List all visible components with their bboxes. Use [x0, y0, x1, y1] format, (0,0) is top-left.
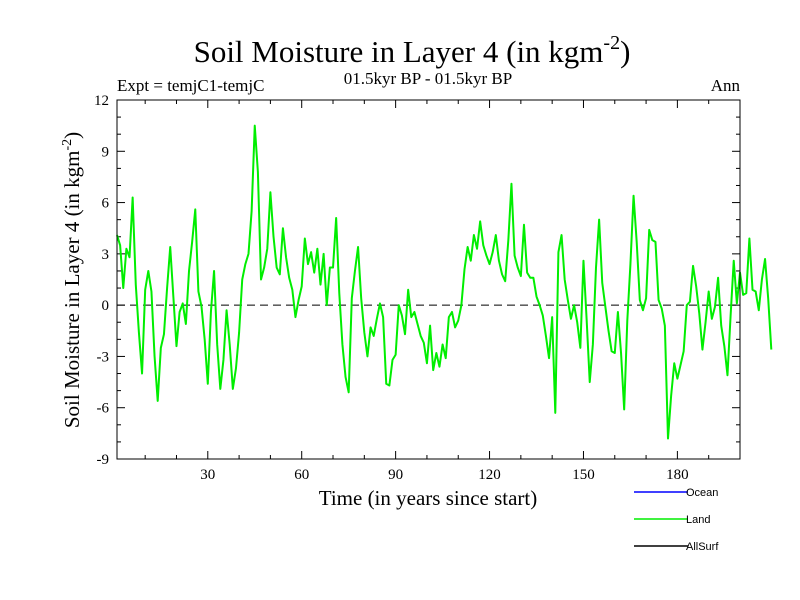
- y-axis-label: Soil Moisture in Layer 4 (in kgm-2): [60, 132, 84, 428]
- legend-label-allsurf: AllSurf: [686, 541, 719, 553]
- y-axis-ticks: -9 -6 -3 0 3 6 9 12: [94, 93, 740, 468]
- x-axis-label: Time (in years since start): [319, 486, 538, 510]
- y-tick-label: -6: [97, 401, 110, 417]
- y-tick-label: -3: [97, 349, 110, 365]
- y-tick-label: -9: [97, 452, 110, 468]
- y-tick-label: 9: [102, 144, 110, 160]
- x-axis-ticks: 30 60 90 120 150 180: [144, 100, 710, 483]
- x-tick-label: 150: [572, 467, 595, 483]
- x-tick-label: 60: [294, 467, 309, 483]
- period-label: 01.5kyr BP - 01.5kyr BP: [344, 69, 512, 88]
- y-tick-label: 6: [102, 196, 110, 212]
- plot-area: 30 60 90 120 150 180 -9 -6 -3 0 3 6 9 12: [94, 93, 773, 483]
- x-tick-label: 90: [388, 467, 403, 483]
- chart-title: Soil Moisture in Layer 4 (in kgm-2): [194, 32, 631, 69]
- series-line-land: [116, 124, 773, 440]
- x-tick-label: 30: [200, 467, 215, 483]
- x-tick-label: 180: [666, 467, 689, 483]
- legend-label-ocean: Ocean: [686, 487, 718, 499]
- experiment-label: Expt = temjC1-temjC: [117, 76, 264, 95]
- season-label: Ann: [711, 76, 741, 95]
- legend-label-land: Land: [686, 514, 710, 526]
- y-tick-label: 12: [94, 93, 109, 109]
- y-tick-label: 0: [102, 298, 110, 314]
- legend: Ocean Land AllSurf: [634, 487, 719, 553]
- plot-frame: [116, 99, 741, 460]
- x-tick-label: 120: [478, 467, 501, 483]
- y-tick-label: 3: [102, 247, 110, 263]
